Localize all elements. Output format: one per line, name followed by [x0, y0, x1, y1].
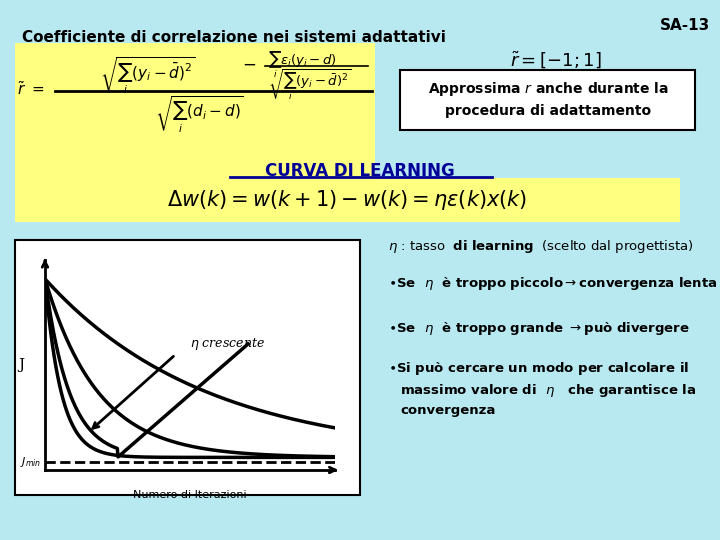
Text: $-$: $-$	[242, 55, 256, 73]
Text: SA-13: SA-13	[660, 18, 710, 33]
Text: $\sqrt{\sum_i(y_i-\bar{d})^2}$: $\sqrt{\sum_i(y_i-\bar{d})^2}$	[268, 68, 351, 103]
Text: $\tilde{r}=[-1;1]$: $\tilde{r}=[-1;1]$	[510, 50, 602, 71]
Text: $\sum_i\varepsilon_i(y_i-d)$: $\sum_i\varepsilon_i(y_i-d)$	[268, 50, 337, 80]
Bar	[15, 178, 680, 222]
Text: $\tilde{r}\ =$: $\tilde{r}\ =$	[17, 80, 45, 98]
Text: $J_{min}$: $J_{min}$	[20, 455, 42, 469]
Text: $\eta$ : tasso  $\mathbf{di\ learning}$  (scelto dal progettista): $\eta$ : tasso $\mathbf{di\ learning}$ (…	[388, 238, 693, 255]
Text: $\eta$ crescente: $\eta$ crescente	[190, 336, 265, 352]
Text: $\sqrt{\sum_i(d_i-d)}$: $\sqrt{\sum_i(d_i-d)}$	[155, 94, 244, 134]
Text: J: J	[19, 358, 25, 372]
Text: $\bullet$Se  $\eta$  è troppo piccolo$\rightarrow$convergenza lenta: $\bullet$Se $\eta$ è troppo piccolo$\rig…	[388, 275, 718, 292]
Text: $\Delta w(k) = w(k+1) - w(k) = \eta\varepsilon(k)x(k)$: $\Delta w(k) = w(k+1) - w(k) = \eta\vare…	[167, 188, 527, 212]
Bar	[15, 240, 360, 495]
Bar	[15, 43, 375, 180]
Text: Coefficiente di correlazione nei sistemi adattativi: Coefficiente di correlazione nei sistemi…	[22, 30, 446, 45]
Text: Approssima $r$ anche durante la
procedura di adattamento: Approssima $r$ anche durante la procedur…	[428, 80, 668, 118]
Text: massimo valore di  $\eta$   che garantisce la: massimo valore di $\eta$ che garantisce …	[400, 382, 696, 399]
Bar	[400, 70, 695, 130]
Text: Numero di Iterazioni: Numero di Iterazioni	[133, 490, 247, 500]
Text: $\bullet$Se  $\eta$  è troppo grande $\rightarrow$può divergere: $\bullet$Se $\eta$ è troppo grande $\rig…	[388, 320, 690, 337]
Text: CURVA DI LEARNING: CURVA DI LEARNING	[265, 162, 455, 180]
Text: $\bullet$Si può cercare un modo per calcolare il: $\bullet$Si può cercare un modo per calc…	[388, 360, 689, 377]
Text: convergenza: convergenza	[400, 404, 495, 417]
Text: $\sqrt{\sum_i(y_i-\bar{d})^2}$: $\sqrt{\sum_i(y_i-\bar{d})^2}$	[100, 55, 196, 96]
